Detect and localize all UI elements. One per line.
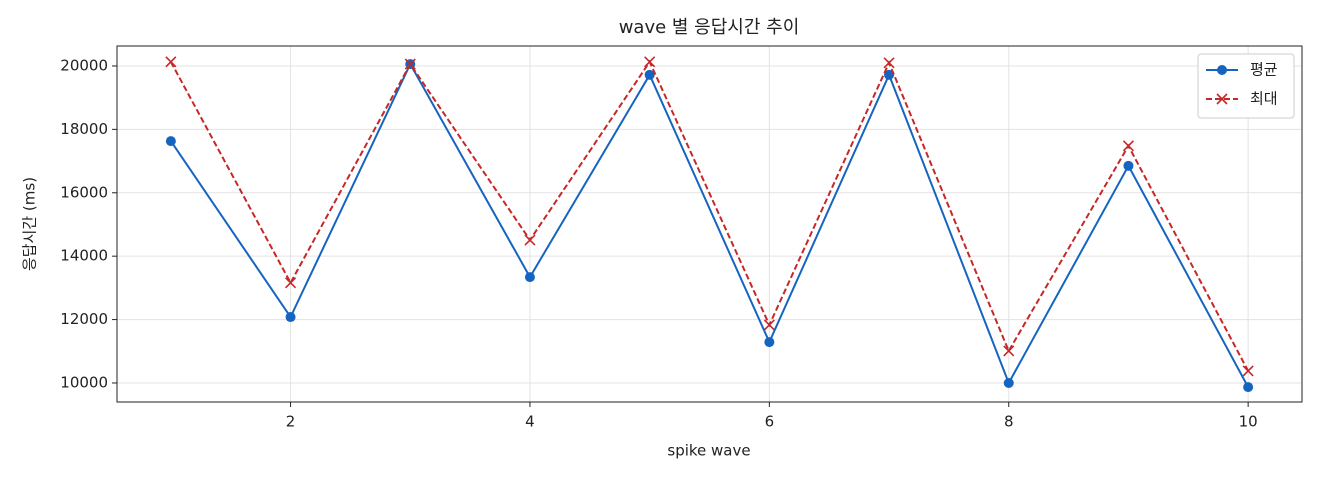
x-tick-label: 2 bbox=[286, 413, 296, 431]
point-marker bbox=[404, 58, 416, 70]
point-marker bbox=[524, 272, 535, 283]
series-line bbox=[170, 61, 1250, 388]
point-marker bbox=[285, 312, 296, 323]
chart-title: wave 별 응답시간 추이 bbox=[619, 17, 800, 38]
point-marker bbox=[1003, 377, 1014, 388]
point-marker bbox=[1123, 160, 1134, 171]
x-tick-label: 10 bbox=[1239, 413, 1258, 431]
point-marker bbox=[763, 319, 775, 331]
point-marker bbox=[644, 69, 655, 80]
y-tick-label: 12000 bbox=[60, 310, 108, 328]
x-axis-label: spike wave bbox=[667, 442, 750, 460]
x-tick-label: 6 bbox=[765, 413, 775, 431]
legend-box bbox=[1197, 53, 1295, 119]
legend-label: 평균 bbox=[1250, 61, 1278, 79]
point-marker bbox=[644, 56, 656, 68]
plot-frame bbox=[116, 45, 1303, 403]
point-marker bbox=[165, 136, 176, 147]
point-marker bbox=[1003, 345, 1015, 357]
point-marker bbox=[883, 57, 895, 69]
y-tick-label: 20000 bbox=[60, 56, 108, 74]
y-tick-label: 14000 bbox=[60, 247, 108, 265]
point-marker bbox=[1122, 140, 1135, 152]
point-marker bbox=[524, 234, 536, 246]
point-marker bbox=[884, 69, 895, 80]
series-line bbox=[169, 59, 1250, 372]
point-marker bbox=[284, 277, 297, 289]
legend-marker bbox=[1216, 93, 1228, 105]
y-tick-label: 18000 bbox=[60, 120, 108, 138]
point-marker bbox=[165, 56, 177, 68]
y-tick-label: 10000 bbox=[60, 373, 108, 391]
point-marker bbox=[1242, 365, 1254, 377]
x-tick-label: 4 bbox=[525, 413, 535, 431]
legend-label: 최대 bbox=[1250, 90, 1278, 108]
legend-marker bbox=[1217, 65, 1227, 75]
point-marker bbox=[1243, 382, 1254, 393]
y-axis-label: 응답시간 (ms) bbox=[21, 177, 39, 271]
x-tick-label: 8 bbox=[1004, 413, 1014, 431]
point-marker bbox=[764, 337, 775, 348]
y-tick-label: 16000 bbox=[60, 183, 108, 201]
